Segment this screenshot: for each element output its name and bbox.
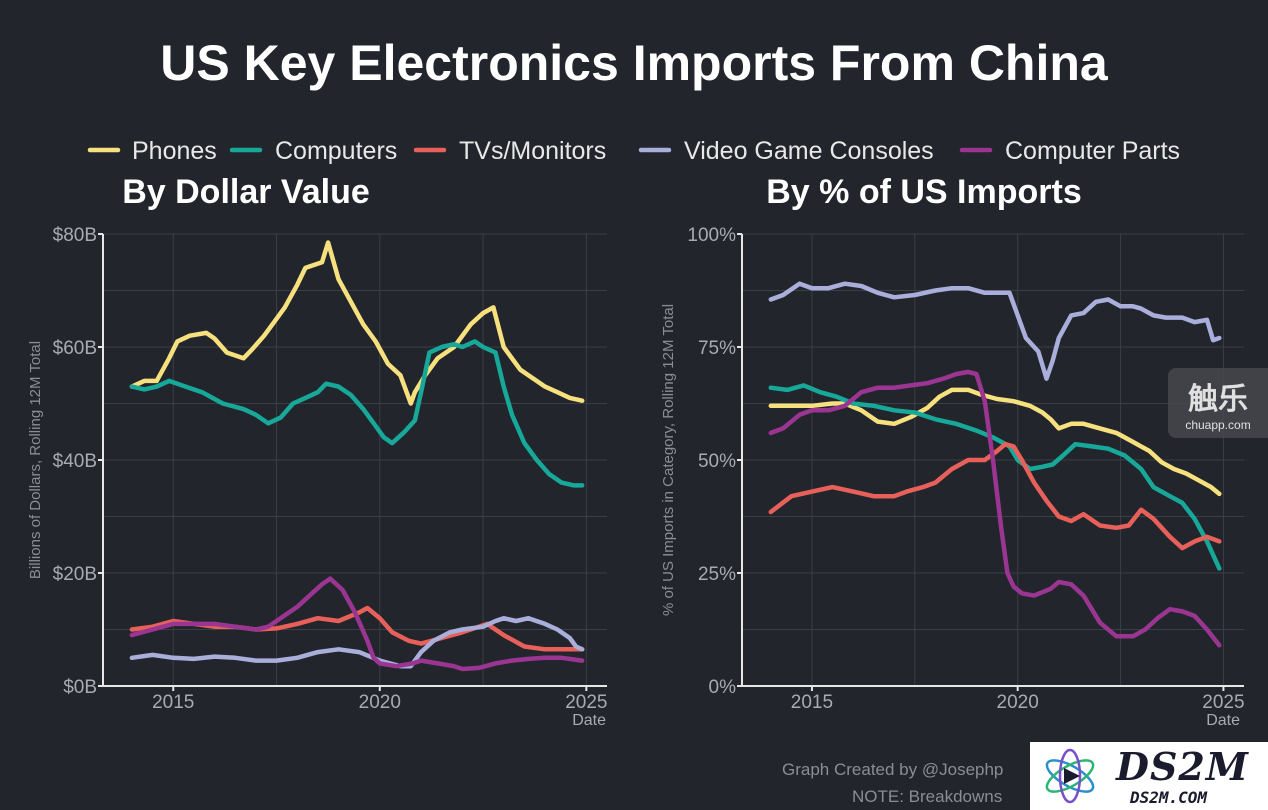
y-tick-label: $20B: [53, 564, 97, 585]
y-tick-label: $60B: [53, 338, 97, 359]
series-line-computer-parts: [768, 369, 1222, 648]
x-tick-label: 2015: [152, 692, 194, 713]
series-line-video-game-consoles: [129, 615, 585, 669]
ds2m-watermark-url: DS2M.COM: [1130, 788, 1208, 807]
ds2m-watermark: DS2M DS2M.COM: [1030, 742, 1268, 810]
y-tick-label: 50%: [698, 451, 736, 472]
y-tick-label: $80B: [53, 225, 97, 246]
x-axis-title: Date: [1206, 712, 1240, 729]
series-line-phones: [768, 387, 1222, 497]
legend-label-phones: Phones: [132, 137, 217, 165]
chuapp-watermark-url: chuapp.com: [1185, 418, 1251, 432]
legend-label-computer-parts: Computer Parts: [1005, 137, 1180, 165]
series-line-phones: [129, 240, 585, 406]
chuapp-watermark: 触乐 chuapp.com: [1168, 368, 1268, 438]
x-tick-label: 2020: [997, 692, 1039, 713]
chart-title: US Key Electronics Imports From China: [160, 35, 1109, 91]
y-tick-label: 100%: [687, 225, 736, 246]
subplot-title: By % of US Imports: [766, 173, 1081, 211]
y-axis-title: Billions of Dollars, Rolling 12M Total: [27, 341, 44, 579]
series-line-computers: [129, 339, 585, 488]
x-tick-label: 2025: [565, 692, 607, 713]
y-axis-title: % of US Imports in Category, Rolling 12M…: [660, 304, 677, 616]
series-line-tvs-monitors: [129, 605, 585, 652]
x-tick-label: 2015: [791, 692, 833, 713]
legend: Phones Computers TVs/Monitors Video Game Co…: [87, 137, 1180, 165]
legend-label-video-game-consoles: Video Game Consoles: [684, 137, 934, 165]
series-line-tvs-monitors: [768, 441, 1222, 551]
y-tick-label: 0%: [709, 677, 737, 698]
legend-label-computers: Computers: [275, 137, 397, 165]
series-line-video-game-consoles: [768, 281, 1222, 381]
panel-percent-imports: By % of US Imports 0% 25% 50% 75% 100% 2015 202…: [660, 173, 1245, 729]
y-tick-label: $0B: [63, 677, 97, 698]
y-tick-label: 25%: [698, 564, 736, 585]
ds2m-watermark-logo: DS2M: [1116, 744, 1249, 789]
y-tick-label: $40B: [53, 451, 97, 472]
credit-line-1: Graph Created by @Josephp: [782, 760, 1003, 779]
panel-dollar-value: By Dollar Value $0B $20B $40B $60B $80B 2015 20…: [27, 173, 607, 729]
atom-logo-icon: [1045, 748, 1095, 804]
y-tick-label: 75%: [698, 338, 736, 359]
x-tick-label: 2020: [359, 692, 401, 713]
credit-line-2: NOTE: Breakdowns: [852, 787, 1002, 806]
series-line-computer-parts: [129, 576, 585, 672]
x-tick-label: 2025: [1202, 692, 1244, 713]
chuapp-watermark-logo: 触乐: [1188, 383, 1248, 416]
legend-label-tvs-monitors: TVs/Monitors: [459, 137, 606, 165]
subplot-title: By Dollar Value: [122, 173, 370, 211]
x-axis-title: Date: [572, 712, 606, 729]
